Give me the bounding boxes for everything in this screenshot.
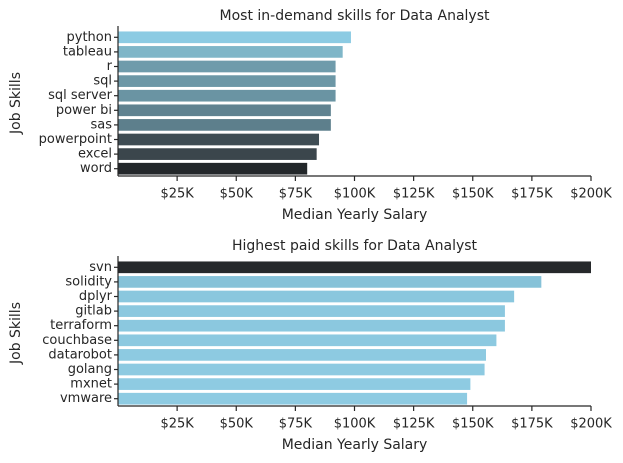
y-tick-label: r bbox=[107, 59, 113, 74]
bar bbox=[118, 148, 317, 160]
bar bbox=[118, 349, 486, 361]
x-tick-label: $125K bbox=[393, 417, 435, 432]
x-axis-label: Median Yearly Salary bbox=[282, 437, 428, 453]
y-tick-label: sql server bbox=[48, 88, 113, 103]
y-axis-label: Job Skills bbox=[8, 302, 24, 365]
x-tick-label: $75K bbox=[279, 187, 313, 202]
x-tick-label: $50K bbox=[220, 187, 254, 202]
bar bbox=[118, 290, 515, 303]
bar bbox=[118, 392, 468, 405]
y-tick-label: gitlab bbox=[75, 304, 112, 319]
x-tick-label: $25K bbox=[160, 187, 194, 202]
x-tick-label: $100K bbox=[334, 417, 376, 432]
bar bbox=[118, 119, 331, 131]
x-tick-label: $175K bbox=[511, 417, 553, 432]
y-tick-label: sql bbox=[93, 74, 112, 89]
bar bbox=[118, 31, 351, 44]
y-tick-label: powerpoint bbox=[39, 132, 112, 147]
x-tick-label: $75K bbox=[279, 417, 313, 432]
bar bbox=[118, 162, 308, 175]
y-tick-label: power bi bbox=[56, 103, 112, 118]
bar bbox=[118, 319, 505, 332]
bar bbox=[118, 75, 336, 87]
bar bbox=[118, 261, 591, 274]
y-tick-label: solidity bbox=[65, 274, 112, 289]
bar bbox=[118, 363, 485, 376]
x-tick-label: $50K bbox=[220, 417, 254, 432]
x-tick-label: $150K bbox=[452, 417, 494, 432]
x-axis-label: Median Yearly Salary bbox=[282, 207, 428, 223]
bar bbox=[118, 46, 343, 58]
y-tick-label: sas bbox=[90, 117, 112, 132]
chart-title: Most in-demand skills for Data Analyst bbox=[220, 8, 491, 24]
y-tick-label: mxnet bbox=[70, 377, 112, 392]
y-axis-label: Job Skills bbox=[8, 72, 24, 135]
y-tick-label: golang bbox=[68, 362, 112, 377]
bar bbox=[118, 60, 336, 73]
y-tick-label: dplyr bbox=[79, 289, 113, 304]
chart-title: Highest paid skills for Data Analyst bbox=[232, 238, 478, 254]
bar bbox=[118, 89, 336, 102]
bar bbox=[118, 378, 471, 390]
x-tick-label: $200K bbox=[570, 417, 612, 432]
y-tick-label: datarobot bbox=[48, 347, 112, 362]
x-tick-label: $25K bbox=[160, 417, 194, 432]
y-tick-label: excel bbox=[78, 147, 112, 162]
bar bbox=[118, 276, 542, 288]
x-tick-label: $125K bbox=[393, 187, 435, 202]
y-tick-label: svn bbox=[89, 260, 112, 275]
x-tick-label: $150K bbox=[452, 187, 494, 202]
bar bbox=[118, 133, 320, 146]
bar bbox=[118, 305, 505, 317]
y-tick-label: terraform bbox=[50, 318, 112, 333]
y-tick-label: python bbox=[67, 30, 112, 45]
bar bbox=[118, 104, 331, 117]
x-tick-label: $200K bbox=[570, 187, 612, 202]
y-tick-label: word bbox=[80, 161, 112, 176]
y-tick-label: tableau bbox=[63, 44, 112, 59]
x-tick-label: $100K bbox=[334, 187, 376, 202]
x-tick-label: $175K bbox=[511, 187, 553, 202]
y-tick-label: vmware bbox=[60, 391, 112, 406]
y-tick-label: couchbase bbox=[42, 333, 112, 348]
bar bbox=[118, 334, 497, 347]
